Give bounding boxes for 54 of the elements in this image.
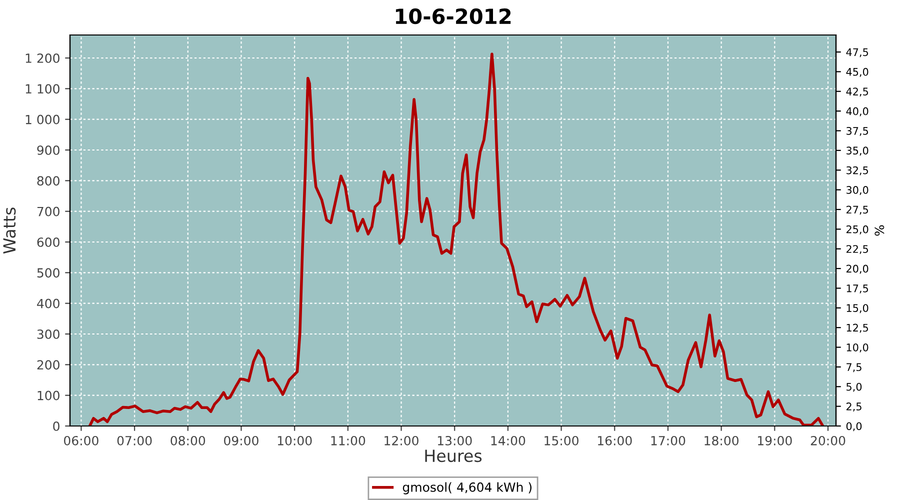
y-tick-label: 600	[37, 237, 60, 247]
y2-tick-label: 10,0	[846, 343, 868, 352]
y-tick-label: 0	[53, 421, 60, 431]
y-tick-label: 1 000	[26, 114, 60, 124]
y-tick-label: 100	[38, 390, 60, 400]
y2-tick-label: 12,5	[846, 324, 868, 333]
x-tick-label: 07:00	[117, 436, 152, 446]
y2-tick-label: 20,0	[846, 264, 868, 274]
y2-tick-label: 17,5	[846, 284, 868, 294]
y2-tick-label: 32,5	[846, 166, 868, 176]
y2-tick-label: 15,0	[846, 304, 868, 314]
y2-tick-label: 7,5	[846, 363, 862, 372]
y-tick-label: 300	[37, 329, 60, 339]
y2-tick-label: 5,0	[846, 382, 862, 392]
x-tick-label: 16:00	[598, 436, 632, 446]
x-tick-label: 17:00	[651, 436, 686, 446]
y2-tick-label: 35,0	[846, 146, 868, 156]
y2-tick-label: 42,5	[846, 88, 868, 97]
y2-tick-label: 37,5	[846, 126, 868, 136]
y-tick-label: 500	[37, 268, 60, 278]
y2-tick-label: 27,5	[846, 206, 868, 215]
x-tick-label: 06:00	[64, 436, 98, 446]
x-tick-label: 09:00	[224, 436, 258, 446]
y2-tick-label: 25,0	[846, 225, 868, 234]
x-tick-label: 14:00	[491, 436, 526, 446]
legend-label: gmosol( 4,604 kWh )	[402, 482, 532, 494]
y-axis-title: Watts	[3, 208, 16, 254]
y-tick-label: 1 200	[26, 53, 60, 63]
y-tick-label: 700	[37, 206, 60, 216]
y2-tick-label: 2,5	[846, 402, 862, 412]
y-tick-label: 900	[37, 145, 60, 155]
x-axis-title: Heures	[425, 450, 482, 462]
line-series	[88, 52, 824, 426]
x-tick-label: 12:00	[384, 436, 418, 446]
chart-title: 10-6-2012	[396, 8, 511, 24]
x-tick-label: 11:00	[331, 436, 366, 446]
y-tick-label: 800	[37, 176, 60, 186]
x-tick-label: 19:00	[758, 436, 792, 446]
y-tick-label: 400	[37, 298, 60, 308]
x-tick-label: 18:00	[704, 436, 738, 446]
x-tick-label: 08:00	[170, 436, 206, 446]
y2-tick-label: 45,0	[846, 68, 868, 77]
x-tick-label: 20:00	[810, 436, 846, 446]
y2-tick-label: 0,0	[846, 422, 862, 432]
y2-tick-label: 30,0	[846, 186, 868, 195]
y2-tick-label: 47,5	[846, 48, 868, 58]
y-tick-label: 200	[37, 360, 60, 370]
y2-axis-title: %	[874, 225, 884, 236]
x-tick-label: 10:00	[278, 436, 312, 446]
y2-tick-label: 40,0	[846, 107, 868, 116]
y2-tick-label: 22,5	[846, 245, 868, 254]
y-tick-label: 1 100	[26, 84, 60, 94]
x-tick-label: 15:00	[544, 436, 578, 446]
x-tick-label: 13:00	[438, 436, 472, 446]
